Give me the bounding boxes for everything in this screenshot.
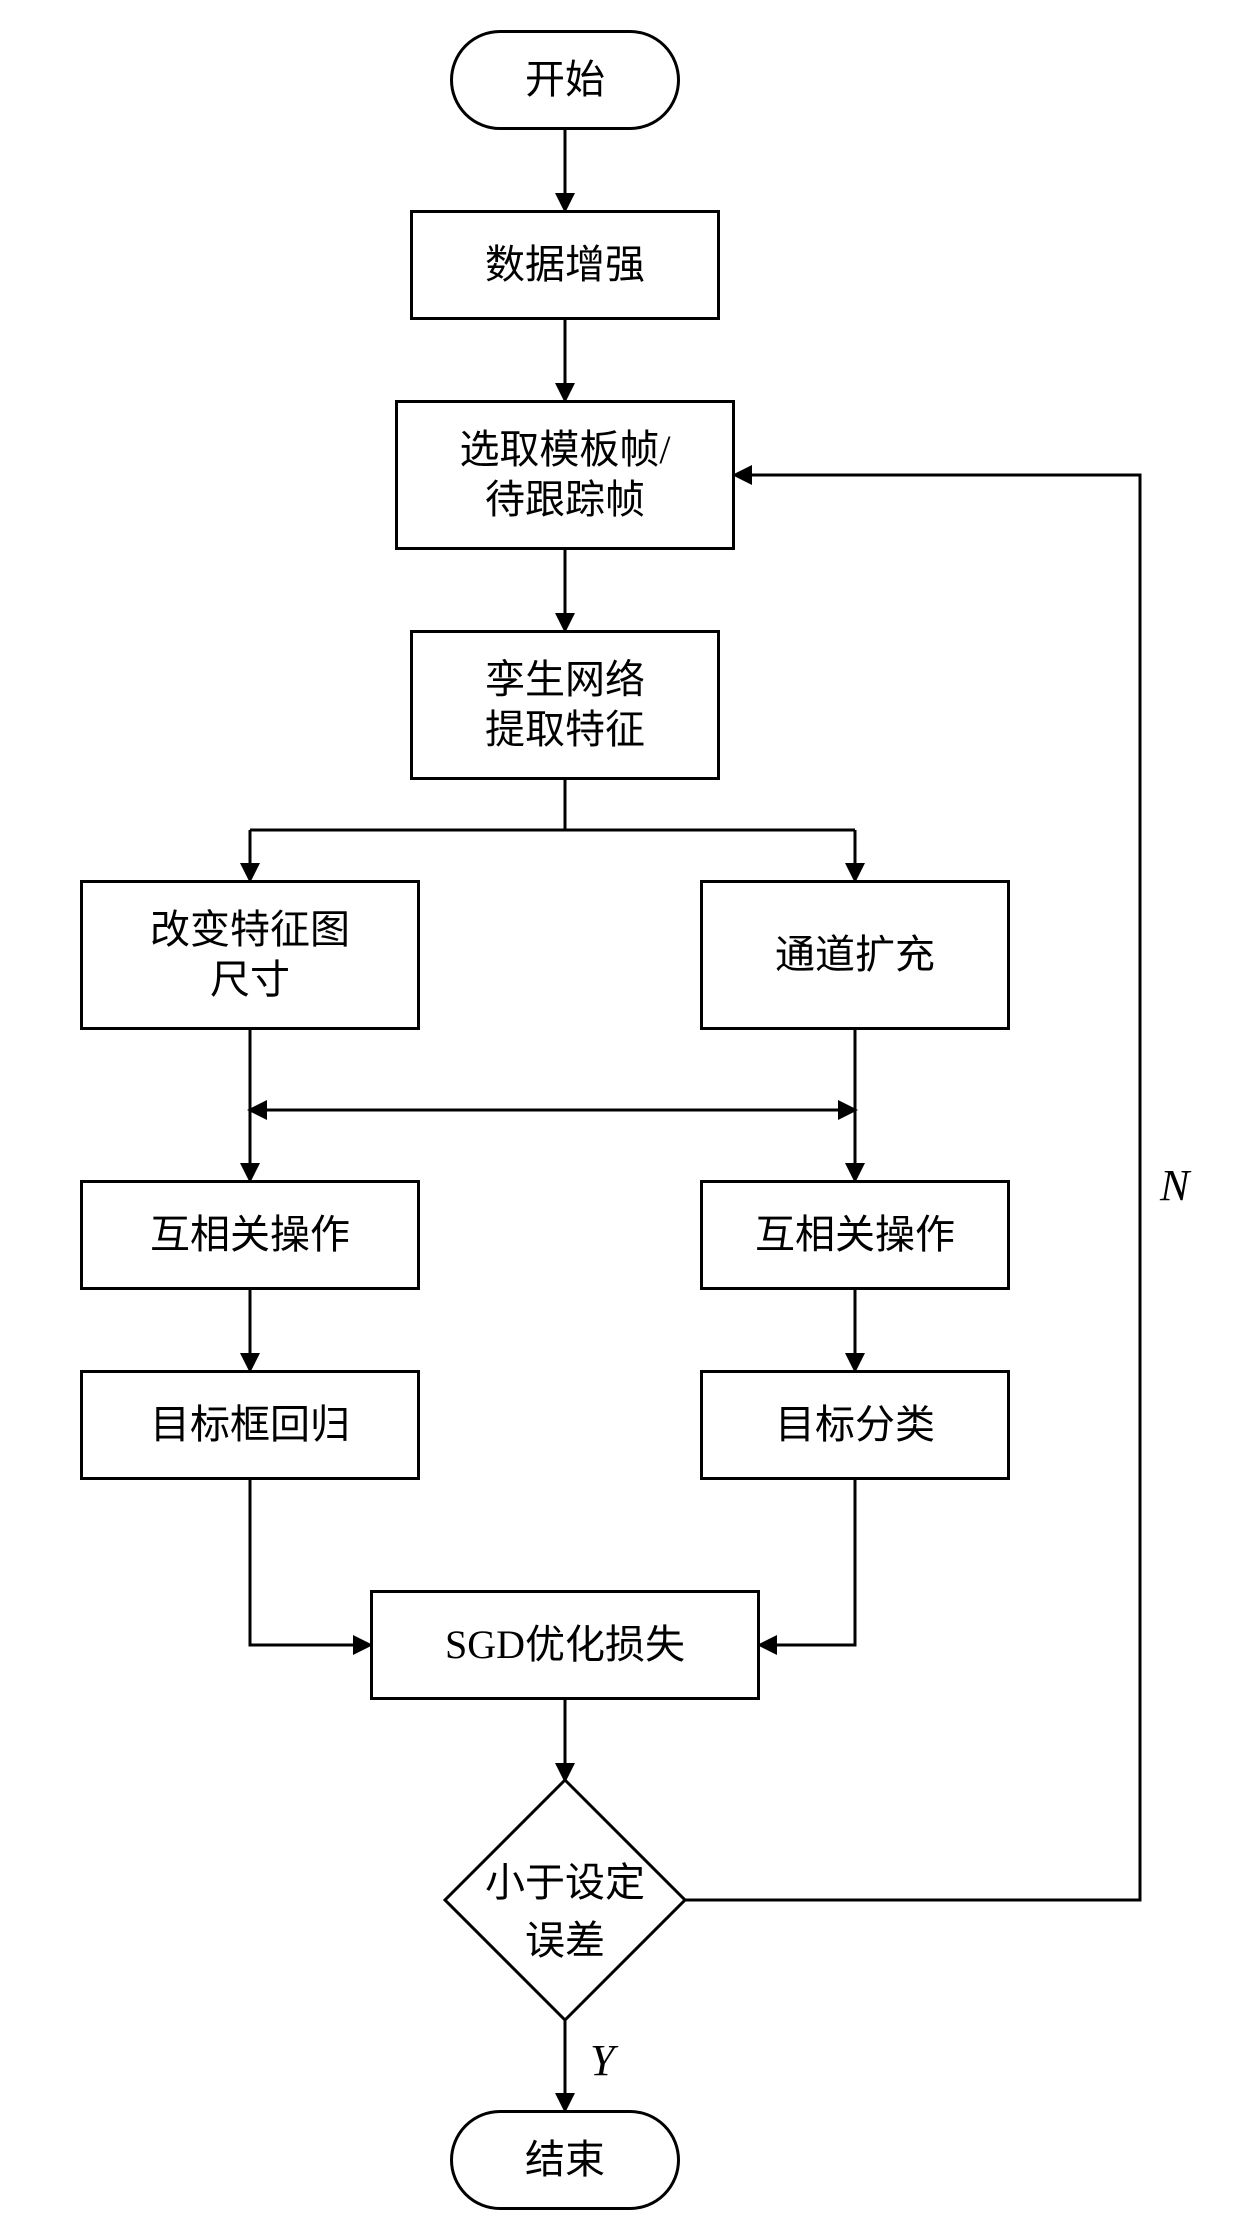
node-siamese: 孪生网络提取特征	[410, 630, 720, 780]
node-resize: 改变特征图尺寸	[80, 880, 420, 1030]
node-end: 结束	[450, 2110, 680, 2210]
node-start: 开始	[450, 30, 680, 130]
edge	[250, 1480, 370, 1645]
node-expand: 通道扩充	[700, 880, 1010, 1030]
node-xcorrL: 互相关操作	[80, 1180, 420, 1290]
node-augment: 数据增强	[410, 210, 720, 320]
node-classify: 目标分类	[700, 1370, 1010, 1480]
node-regress: 目标框回归	[80, 1370, 420, 1480]
edge	[760, 1480, 855, 1645]
node-cond-label: 小于设定误差	[445, 1850, 685, 1966]
flowchart-canvas: 开始数据增强选取模板帧/待跟踪帧孪生网络提取特征改变特征图尺寸 通道扩充互相关操作…	[0, 0, 1240, 2234]
node-sgd: SGD优化损失	[370, 1590, 760, 1700]
node-select: 选取模板帧/待跟踪帧	[395, 400, 735, 550]
node-xcorrR: 互相关操作	[700, 1180, 1010, 1290]
branch-label-no: N	[1160, 1160, 1189, 1211]
branch-label-yes: Y	[590, 2035, 614, 2086]
